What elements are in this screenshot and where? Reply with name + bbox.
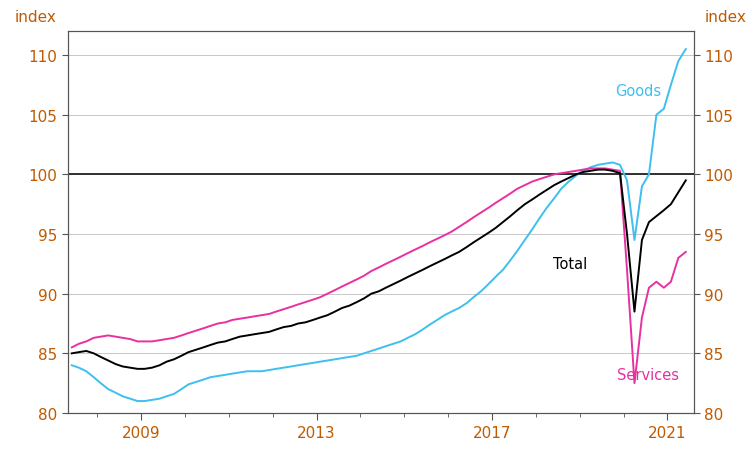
Text: Services: Services bbox=[617, 368, 679, 382]
Text: Goods: Goods bbox=[615, 84, 661, 99]
Text: index: index bbox=[14, 10, 57, 24]
Text: Total: Total bbox=[553, 257, 587, 272]
Text: index: index bbox=[705, 10, 747, 24]
